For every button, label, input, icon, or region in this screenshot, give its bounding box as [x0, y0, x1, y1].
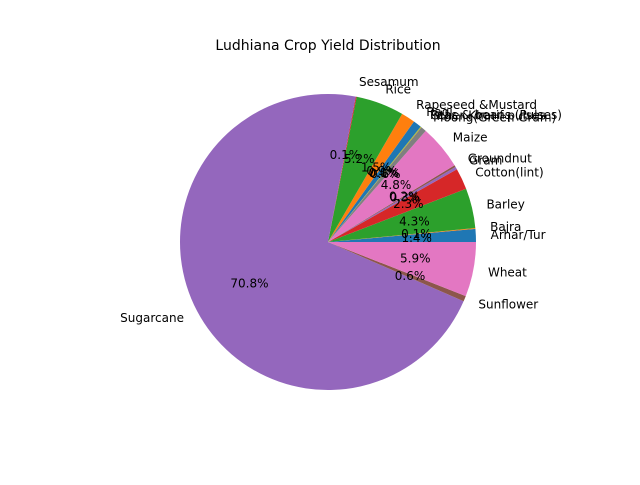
pct-groundnut: 0.2% [389, 189, 420, 203]
label-barley: Barley [486, 198, 524, 212]
label-peas-beans-pulses: Peas & beans (Pulses) [430, 108, 562, 122]
slice-sunflower [328, 242, 466, 302]
pct-arhar-tur: 1.4% [401, 231, 432, 245]
label-cotton-lint: Cotton(lint) [475, 166, 543, 180]
slice-cotton-lint [328, 169, 467, 242]
label-other-kharif-pulses: Other Kharif pulses [430, 108, 545, 122]
pct-wheat: 5.9% [400, 252, 431, 266]
pct-barley: 4.3% [399, 215, 430, 229]
slice-moong-green-gram [328, 127, 426, 242]
label-sugarcane: Sugarcane [120, 311, 184, 325]
pct-sesamum: 0.1% [330, 148, 361, 162]
label-rice: Rice [385, 83, 411, 97]
label-groundnut: Groundnut [468, 151, 532, 165]
chart-title: Ludhiana Crop Yield Distribution [215, 38, 440, 54]
slice-rice [328, 96, 403, 242]
label-maize: Maize [453, 130, 488, 144]
pct-sugarcane: 70.8% [230, 276, 268, 290]
pie-slices [179, 94, 477, 391]
slice-barley [328, 188, 476, 242]
label-ragi: Ragi [426, 105, 452, 119]
slice-wheat [328, 242, 476, 297]
label-rapeseed-mustard: Rapeseed &Mustard [416, 98, 537, 112]
label-bajra: Bajra [490, 220, 521, 234]
slice-other-kharif-pulses [328, 126, 422, 242]
slice-ragi [328, 121, 421, 242]
pct-cotton-lint: 2.3% [393, 197, 424, 211]
label-moong-green-gram: Moong(Green Gram) [433, 111, 556, 125]
slice-sugarcane [179, 94, 464, 391]
slice-rapeseed-mustard [328, 113, 414, 242]
pct-moong-green-gram: 0.6% [370, 167, 401, 181]
pct-bajra: 0.1% [401, 227, 432, 241]
label-sesamum: Sesamum [359, 75, 419, 89]
label-wheat: Wheat [488, 265, 527, 279]
slice-bajra [328, 227, 476, 242]
slice-maize [328, 130, 455, 242]
label-arhar-tur: Arhar/Tur [491, 228, 546, 242]
label-gram: Gram [469, 154, 502, 168]
slice-arhar-tur [328, 228, 477, 242]
percent-labels: 1.4%0.1%4.3%2.3%0.3%0.2%4.8%0.6%0.1%0.0%… [230, 148, 432, 291]
pct-sunflower: 0.6% [395, 269, 426, 283]
pct-other-kharif-pulses: 0.1% [369, 166, 400, 180]
slice-sesamum [328, 96, 357, 242]
pct-ragi: 0.9% [366, 164, 397, 178]
pct-rice: 5.2% [344, 152, 375, 166]
pct-maize: 4.8% [381, 178, 412, 192]
slice-groundnut [328, 165, 456, 242]
pct-peas-beans-pulses: 0.0% [368, 166, 399, 180]
pct-gram: 0.3% [390, 191, 421, 205]
slice-gram [328, 166, 457, 242]
label-sunflower: Sunflower [478, 297, 538, 311]
pct-rapeseed-mustard: 1.5% [361, 160, 392, 174]
